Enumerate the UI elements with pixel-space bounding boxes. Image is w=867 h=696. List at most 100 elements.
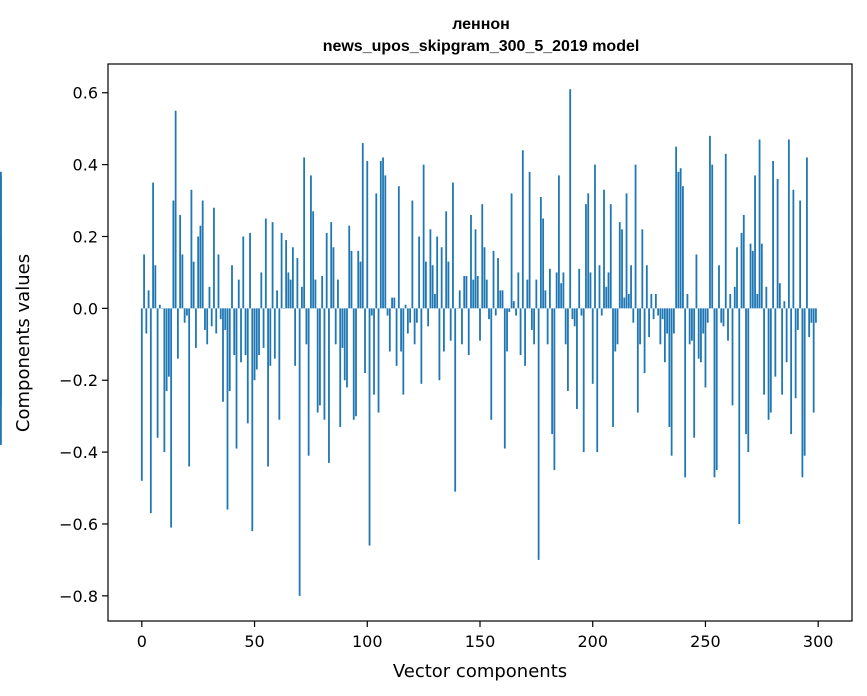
bar-168 (519, 308, 522, 356)
bar-39 (228, 308, 231, 392)
bar-279 (769, 308, 772, 413)
bar-172 (528, 171, 531, 309)
bar-167 (517, 272, 520, 309)
bar-285 (783, 301, 786, 309)
bar-249 (702, 308, 705, 334)
bar-31 (210, 308, 213, 327)
bar-186 (560, 283, 563, 309)
bar-102 (370, 308, 373, 316)
bar-136 (447, 261, 450, 309)
bar-75 (310, 175, 312, 309)
bar-299 (815, 308, 817, 323)
bar-205 (603, 189, 605, 309)
bar-298 (812, 308, 815, 413)
bar-265 (738, 308, 741, 524)
bar-15 (174, 110, 177, 309)
bar-22 (190, 189, 193, 309)
bar-98 (361, 143, 364, 309)
bar-100 (366, 161, 369, 309)
bar-24 (195, 308, 197, 348)
bar-208 (609, 204, 612, 309)
bar-153 (485, 279, 488, 309)
bar-82 (325, 232, 328, 309)
bar-105 (377, 308, 380, 413)
bar-74 (307, 308, 310, 456)
bar-undefined (0, 265, 2, 309)
bar-271 (751, 250, 754, 309)
bar-144 (465, 276, 468, 309)
bar-79 (319, 308, 321, 406)
bar-188 (564, 308, 567, 345)
bar-56 (267, 308, 269, 467)
bar-286 (785, 308, 788, 363)
bar-173 (530, 308, 533, 330)
bar-291 (796, 308, 799, 330)
bar-33 (215, 308, 218, 334)
bar-235 (670, 308, 673, 456)
bar-226 (650, 293, 653, 309)
bar-84 (330, 222, 333, 309)
bar-3 (147, 290, 150, 309)
bar-151 (481, 204, 484, 309)
bar-35 (219, 308, 222, 320)
y-tick-label-3: 0.0 (73, 299, 98, 318)
bar-undefined (0, 308, 2, 406)
bar-5 (152, 182, 154, 309)
bar-295 (806, 157, 808, 309)
bar-128 (429, 229, 432, 309)
bar-166 (515, 308, 517, 316)
bar-114 (397, 186, 400, 309)
y-tick-label-1: 0.4 (73, 156, 98, 175)
bar-255 (715, 308, 718, 471)
bar-134 (443, 308, 445, 352)
x-tick-label-150: 150 (465, 632, 496, 651)
bar-252 (709, 135, 711, 309)
bar-108 (384, 175, 387, 309)
bar-284 (781, 308, 784, 395)
bar-292 (799, 200, 802, 309)
bar-162 (506, 308, 508, 352)
bar-158 (497, 258, 499, 309)
bar-92 (348, 225, 351, 309)
bar-159 (499, 290, 502, 309)
bar-61 (278, 308, 281, 420)
bar-187 (562, 272, 565, 309)
x-tick-label-250: 250 (690, 632, 721, 651)
bar-229 (657, 308, 660, 316)
bar-121 (413, 308, 416, 345)
bar-145 (467, 308, 470, 356)
bar-231 (661, 308, 664, 320)
bar-107 (382, 157, 384, 309)
bar-214 (623, 297, 626, 309)
bar-174 (533, 308, 536, 345)
bar-124 (420, 308, 423, 384)
bar-191 (571, 308, 574, 320)
bar-90 (343, 308, 346, 381)
bar-112 (393, 297, 396, 309)
bar-148 (474, 229, 477, 309)
bar-36 (222, 308, 224, 402)
bar-77 (314, 279, 317, 309)
bar-120 (411, 200, 414, 309)
bar-152 (483, 247, 486, 309)
bar-156 (492, 250, 495, 309)
bar-57 (269, 308, 272, 366)
bar-129 (431, 265, 434, 309)
bar-51 (255, 308, 258, 370)
bar-282 (776, 178, 779, 309)
bar-228 (654, 293, 657, 309)
bar-204 (600, 308, 603, 316)
bar-86 (334, 308, 337, 345)
y-tick-label-6: −0.6 (59, 515, 98, 534)
bar-170 (524, 308, 526, 366)
bar-46 (244, 308, 247, 356)
bar-171 (526, 279, 529, 309)
bar-218 (632, 308, 635, 323)
bar-85 (332, 247, 335, 309)
bar-93 (350, 250, 353, 309)
bar-123 (418, 236, 421, 309)
bar-290 (794, 308, 797, 399)
bar-76 (312, 211, 315, 309)
bar-149 (476, 276, 479, 309)
bar-119 (409, 308, 412, 323)
